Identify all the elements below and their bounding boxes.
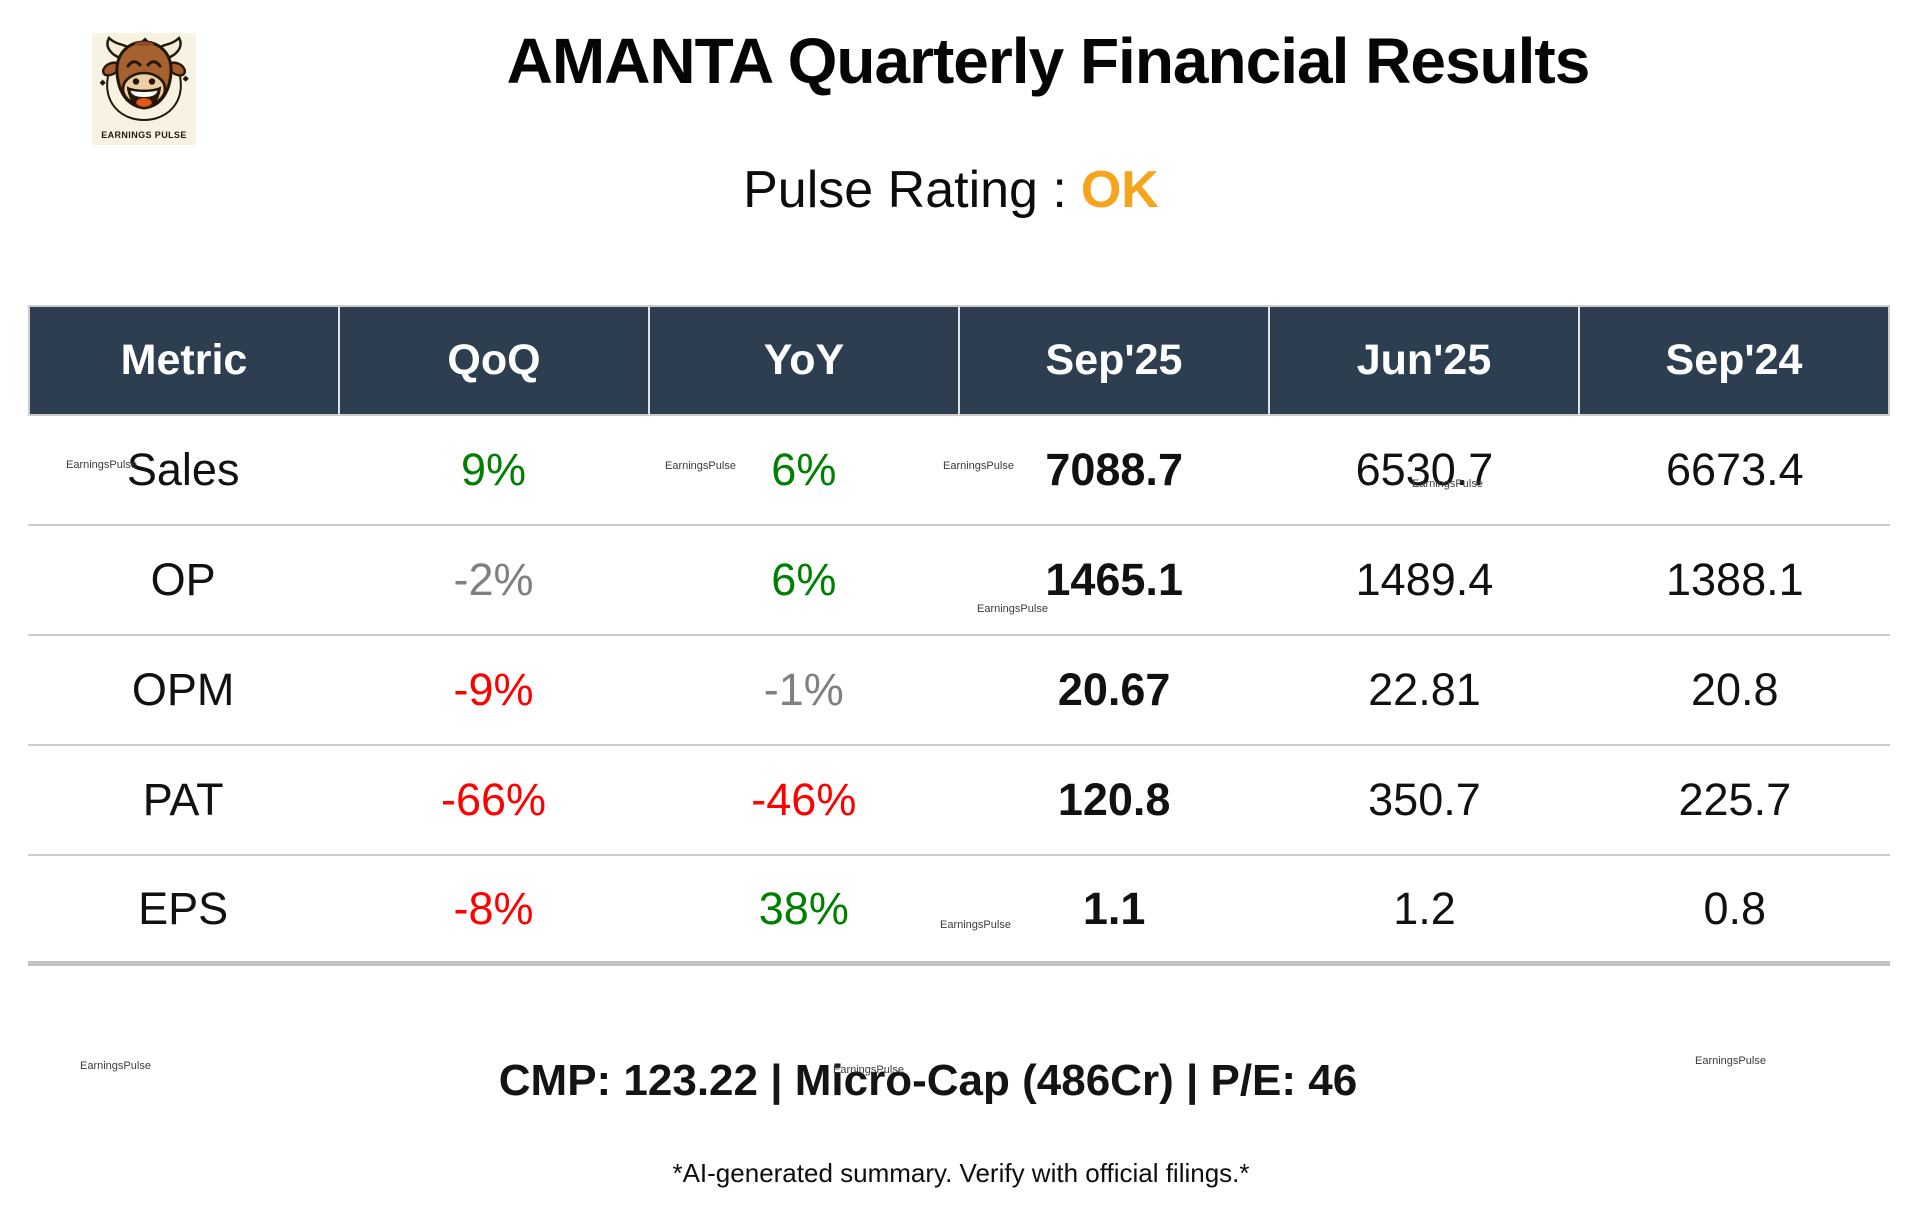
cell-sep24: 20.8 <box>1691 664 1779 715</box>
cell-qoq: -9% <box>453 664 534 715</box>
column-header-yoy: YoY <box>648 307 958 414</box>
watermark: EarningsPulse <box>80 1060 151 1072</box>
cell-qoq: -66% <box>440 774 547 825</box>
table-row-sales: Sales 9% 6% 7088.7 6530.7 6673.4 <box>28 416 1890 526</box>
cell-sep24: 0.8 <box>1703 882 1767 934</box>
column-header-jun25: Jun'25 <box>1268 307 1578 414</box>
cell-sep25: 1465.1 <box>1045 554 1183 605</box>
cell-sep25: 20.67 <box>1057 664 1171 715</box>
cell-jun25: 22.81 <box>1368 664 1481 715</box>
table-row-pat: PAT -66% -46% 120.8 350.7 225.7 <box>28 746 1890 856</box>
cell-sep25: 120.8 <box>1057 774 1171 825</box>
cell-sep24: 225.7 <box>1678 774 1792 825</box>
cell-yoy: 6% <box>771 554 837 605</box>
page-title: AMANTA Quarterly Financial Results <box>506 25 1591 97</box>
watermark: EarningsPulse <box>977 603 1048 615</box>
table-header-row: Metric QoQ YoY Sep'25 Jun'25 Sep'24 <box>28 305 1890 416</box>
cell-jun25: 1489.4 <box>1355 554 1494 605</box>
watermark: EarningsPulse <box>665 460 736 472</box>
watermark: EarningsPulse <box>1412 478 1483 490</box>
cell-metric: OP <box>150 554 216 605</box>
cell-metric: EPS <box>138 882 229 934</box>
watermark: EarningsPulse <box>1695 1055 1766 1067</box>
earnings-pulse-logo: EARNINGS PULSE <box>92 33 196 145</box>
cell-metric: Sales <box>126 444 240 495</box>
cell-sep24: 6673.4 <box>1665 444 1804 495</box>
cell-jun25: 6530.7 <box>1355 444 1494 495</box>
cell-jun25: 1.2 <box>1393 882 1456 934</box>
bull-icon <box>99 36 189 122</box>
footer-summary: CMP: 123.22 | Micro-Cap (486Cr) | P/E: 4… <box>498 1056 1358 1105</box>
cell-metric: PAT <box>142 774 224 825</box>
column-header-sep24: Sep'24 <box>1578 307 1888 414</box>
table-row-eps: EPS -8% 38% 1.1 1.2 0.8 <box>28 856 1890 966</box>
watermark: EarningsPulse <box>940 919 1011 931</box>
footer-disclaimer: *AI-generated summary. Verify with offic… <box>672 1158 1250 1188</box>
cell-yoy: 38% <box>758 882 849 934</box>
cell-jun25: 350.7 <box>1368 774 1481 825</box>
column-header-sep25: Sep'25 <box>958 307 1268 414</box>
table-row-opm: OPM -9% -1% 20.67 22.81 20.8 <box>28 636 1890 746</box>
pulse-rating-label: Pulse Rating : <box>743 161 1067 219</box>
table-row-op: OP -2% 6% 1465.1 1489.4 1388.1 <box>28 526 1890 636</box>
column-header-qoq: QoQ <box>338 307 648 414</box>
sparkle-icon <box>182 75 189 82</box>
cell-yoy: -46% <box>751 774 857 825</box>
cell-sep25: 1.1 <box>1082 882 1146 934</box>
cell-metric: OPM <box>131 664 235 715</box>
column-header-metric: Metric <box>120 336 248 384</box>
logo-caption: EARNINGS PULSE <box>101 130 187 140</box>
cell-qoq: -8% <box>453 882 534 934</box>
cell-yoy: 6% <box>771 444 837 495</box>
watermark: EarningsPulse <box>66 459 137 471</box>
watermark: EarningsPulse <box>833 1064 904 1076</box>
pulse-rating: Pulse Rating : OK <box>0 160 1902 220</box>
cell-qoq: -2% <box>453 554 534 605</box>
cell-sep25: 7088.7 <box>1045 444 1183 495</box>
pulse-rating-value: OK <box>1080 161 1159 219</box>
cell-sep24: 1388.1 <box>1665 554 1804 605</box>
results-table: Metric QoQ YoY Sep'25 Jun'25 Sep'24 Sale… <box>28 305 1890 966</box>
cell-qoq: 9% <box>460 444 527 495</box>
cell-yoy: -1% <box>763 664 844 715</box>
watermark: EarningsPulse <box>943 460 1014 472</box>
